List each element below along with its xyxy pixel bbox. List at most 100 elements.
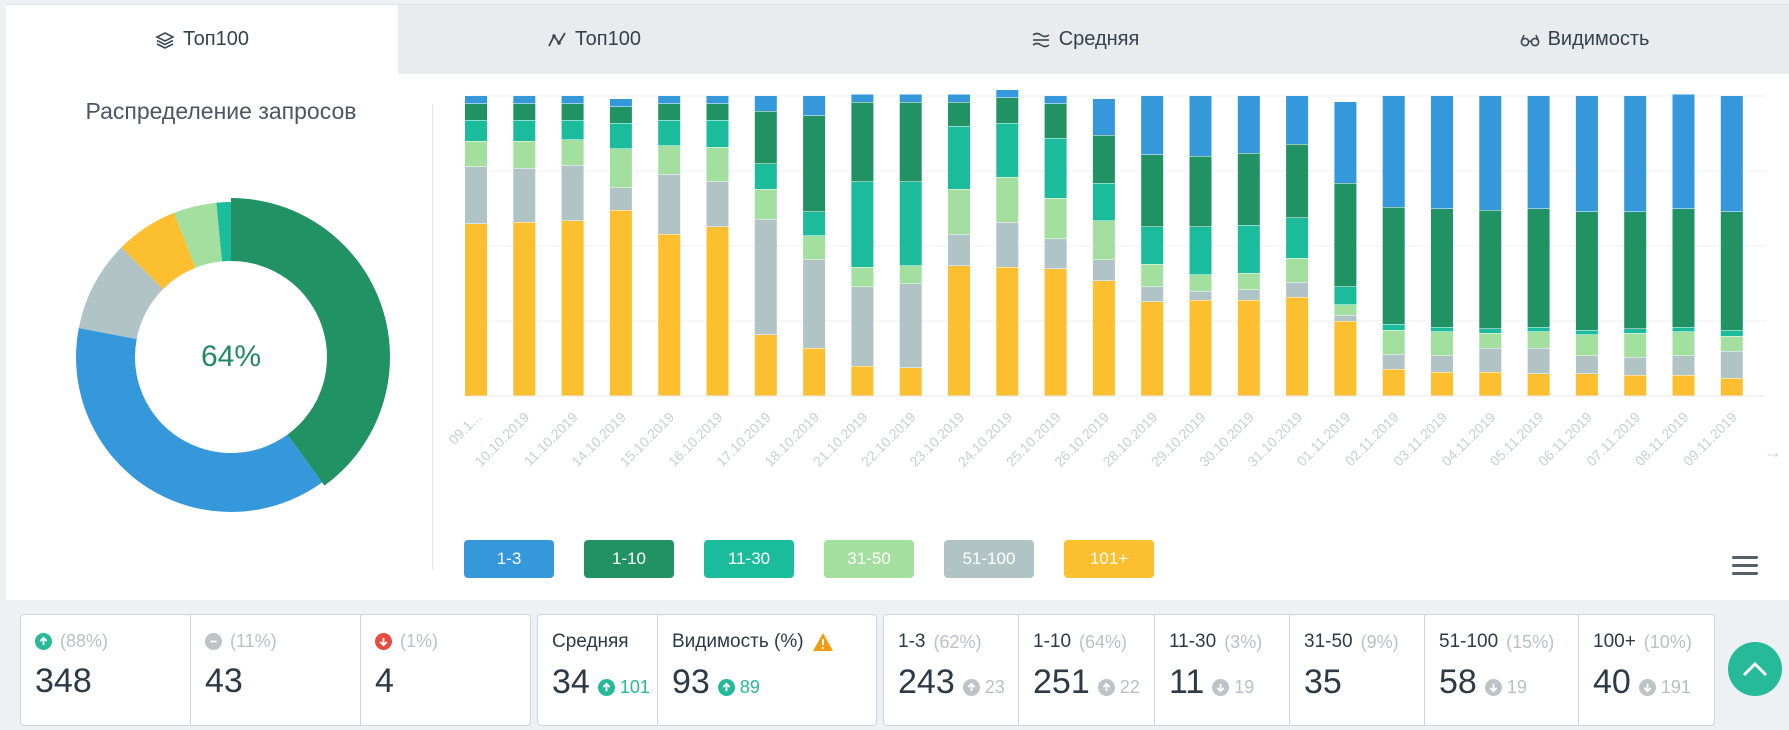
- bar-segment-1-3[interactable]: [899, 94, 922, 103]
- bar-segment-101+[interactable]: [1720, 378, 1743, 396]
- bar-segment-101+[interactable]: [851, 366, 874, 396]
- bar-segment-51-100[interactable]: [1720, 351, 1743, 378]
- legend-item-1-3[interactable]: 1-3: [464, 540, 554, 578]
- bar-segment-11-30[interactable]: [609, 123, 632, 149]
- bar-segment-51-100[interactable]: [851, 286, 874, 367]
- bar-segment-101+[interactable]: [658, 234, 681, 396]
- bar-segment-31-50[interactable]: [561, 139, 584, 166]
- bar-segment-51-100[interactable]: [1624, 357, 1647, 375]
- bar-segment-51-100[interactable]: [1431, 355, 1453, 373]
- bar-segment-1-10[interactable]: [1141, 154, 1164, 227]
- legend-item-1-10[interactable]: 1-10: [584, 540, 674, 578]
- bar-segment-1-3[interactable]: [1479, 96, 1502, 210]
- bar-segment-51-100[interactable]: [899, 283, 922, 368]
- bar-segment-101+[interactable]: [1044, 268, 1067, 397]
- legend-item-101-plus[interactable]: 101+: [1064, 540, 1154, 578]
- donut-slice-31-50[interactable]: [173, 202, 222, 268]
- bar-segment-11-30[interactable]: [1334, 286, 1357, 305]
- legend-item-11-30[interactable]: 11-30: [704, 540, 794, 578]
- bar-segment-1-10[interactable]: [1672, 208, 1695, 328]
- bar-segment-31-50[interactable]: [1141, 264, 1164, 287]
- bar-segment-1-3[interactable]: [1044, 96, 1067, 104]
- bar-segment-31-50[interactable]: [948, 189, 970, 234]
- bar-segment-101+[interactable]: [1479, 372, 1502, 396]
- bar-segment-11-30[interactable]: [1720, 330, 1743, 336]
- donut-slice-1-10[interactable]: [231, 198, 390, 486]
- bar-segment-1-3[interactable]: [803, 96, 826, 116]
- bar-segment-101+[interactable]: [899, 367, 922, 397]
- bar-segment-51-100[interactable]: [803, 259, 826, 349]
- bar-segment-1-10[interactable]: [1334, 183, 1357, 287]
- bar-segment-1-10[interactable]: [899, 102, 922, 182]
- bar-segment-11-30[interactable]: [1479, 328, 1502, 334]
- bar-segment-31-50[interactable]: [513, 141, 536, 168]
- bar-segment-1-10[interactable]: [1624, 211, 1647, 329]
- bar-segment-31-50[interactable]: [1189, 274, 1212, 292]
- bar-segment-1-3[interactable]: [513, 96, 536, 104]
- bar-segment-101+[interactable]: [1237, 300, 1260, 396]
- bar-segment-1-10[interactable]: [1286, 144, 1309, 218]
- bar-segment-31-50[interactable]: [1527, 331, 1550, 349]
- bar-segment-51-100[interactable]: [465, 166, 487, 224]
- bar-segment-31-50[interactable]: [1237, 273, 1260, 290]
- bar-segment-101+[interactable]: [706, 226, 729, 397]
- bar-segment-51-100[interactable]: [996, 222, 1019, 267]
- bar-segment-1-3[interactable]: [851, 94, 874, 103]
- bar-segment-1-10[interactable]: [1092, 135, 1115, 183]
- bar-segment-31-50[interactable]: [1575, 334, 1598, 356]
- bar-segment-1-10[interactable]: [1575, 211, 1598, 331]
- bar-segment-1-3[interactable]: [1672, 94, 1695, 209]
- bar-segment-101+[interactable]: [1092, 280, 1115, 397]
- bar-segment-51-100[interactable]: [1382, 354, 1405, 369]
- bar-segment-1-3[interactable]: [465, 96, 487, 104]
- bar-segment-101+[interactable]: [609, 210, 632, 396]
- donut-slice-1-3[interactable]: [75, 327, 323, 512]
- bar-segment-101+[interactable]: [754, 334, 777, 397]
- bar-segment-1-10[interactable]: [996, 97, 1019, 124]
- bar-segment-51-100[interactable]: [1141, 286, 1164, 302]
- bar-segment-1-10[interactable]: [803, 115, 826, 212]
- bar-segment-31-50[interactable]: [465, 141, 487, 167]
- bar-segment-31-50[interactable]: [1286, 258, 1309, 282]
- bar-segment-31-50[interactable]: [1044, 198, 1067, 239]
- bar-segment-101+[interactable]: [561, 220, 584, 397]
- bar-segment-1-3[interactable]: [1189, 96, 1212, 156]
- bar-segment-51-100[interactable]: [513, 168, 536, 222]
- bar-segment-1-10[interactable]: [465, 103, 487, 121]
- bar-segment-11-30[interactable]: [851, 181, 874, 268]
- bar-segment-101+[interactable]: [513, 222, 536, 396]
- bar-segment-11-30[interactable]: [465, 120, 487, 141]
- bar-segment-11-30[interactable]: [561, 120, 584, 140]
- bar-segment-11-30[interactable]: [1092, 183, 1115, 221]
- bar-segment-1-10[interactable]: [948, 102, 970, 126]
- warning-icon[interactable]: [812, 632, 834, 652]
- bar-segment-11-30[interactable]: [1237, 225, 1260, 273]
- bar-segment-51-100[interactable]: [1527, 348, 1550, 374]
- bar-segment-101+[interactable]: [1189, 300, 1212, 396]
- bar-segment-51-100[interactable]: [1092, 259, 1115, 281]
- bar-segment-11-30[interactable]: [1286, 217, 1309, 259]
- bar-segment-1-3[interactable]: [1431, 96, 1453, 209]
- bar-segment-51-100[interactable]: [1672, 355, 1695, 376]
- bar-segment-1-10[interactable]: [561, 103, 584, 121]
- bar-segment-1-3[interactable]: [609, 99, 632, 107]
- legend-item-51-100[interactable]: 51-100: [944, 540, 1034, 578]
- bar-segment-1-10[interactable]: [513, 103, 536, 121]
- tab-visibility[interactable]: Видимость: [1380, 5, 1789, 74]
- bar-segment-101+[interactable]: [948, 265, 970, 397]
- bar-segment-31-50[interactable]: [851, 267, 874, 287]
- bar-segment-11-30[interactable]: [1527, 327, 1550, 332]
- bar-segment-1-3[interactable]: [1527, 96, 1550, 209]
- bar-segment-101+[interactable]: [996, 267, 1019, 396]
- bar-segment-31-50[interactable]: [609, 148, 632, 188]
- bar-segment-51-100[interactable]: [561, 165, 584, 221]
- bar-segment-1-10[interactable]: [1189, 156, 1212, 227]
- bar-segment-51-100[interactable]: [706, 181, 729, 227]
- bar-segment-1-3[interactable]: [1237, 96, 1260, 153]
- bar-segment-11-30[interactable]: [658, 120, 681, 146]
- bar-segment-51-100[interactable]: [1189, 291, 1212, 300]
- bar-segment-51-100[interactable]: [658, 174, 681, 234]
- bar-segment-51-100[interactable]: [1479, 348, 1502, 372]
- bar-segment-11-30[interactable]: [1189, 226, 1212, 275]
- bar-segment-31-50[interactable]: [1382, 330, 1405, 354]
